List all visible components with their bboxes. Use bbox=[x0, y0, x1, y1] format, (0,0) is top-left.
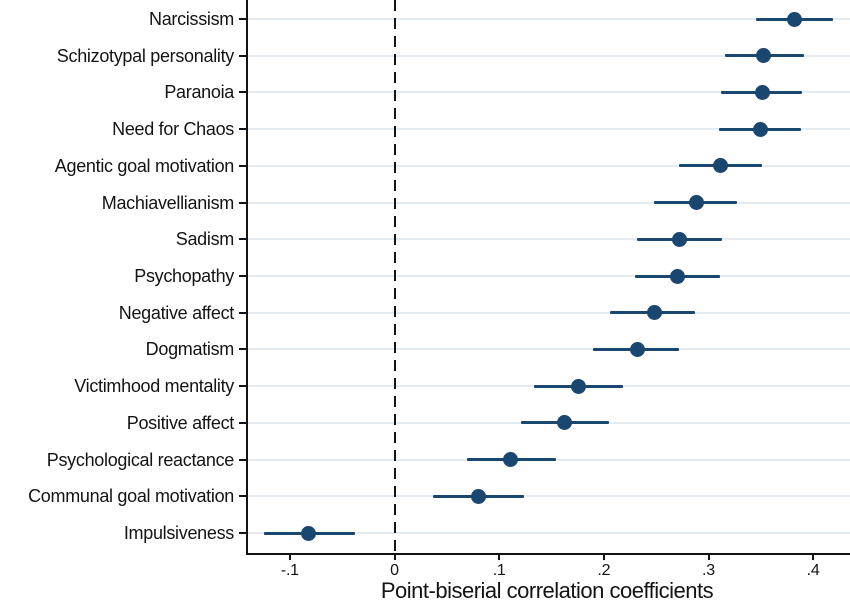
category-gridline bbox=[248, 238, 850, 241]
y-axis-tick bbox=[239, 164, 246, 167]
x-axis-tick-label: .2 bbox=[597, 562, 611, 579]
data-point-dot bbox=[629, 341, 645, 357]
category-label: Machiavellianism bbox=[101, 192, 235, 213]
category-label: Schizotypal personality bbox=[56, 45, 235, 66]
plot-area: -.1 0 .1 .2 .3 .4 bbox=[239, 0, 850, 579]
x-axis-title: Point-biserial correlation coefficients bbox=[380, 578, 714, 603]
x-axis-tick bbox=[393, 553, 396, 560]
data-point-dot bbox=[755, 84, 771, 100]
y-axis-tick bbox=[239, 385, 246, 388]
y-axis-tick bbox=[239, 348, 246, 351]
y-axis-tick bbox=[239, 421, 246, 424]
y-axis-tick bbox=[239, 458, 246, 461]
x-axis-tick bbox=[707, 553, 710, 560]
category-label: Paranoia bbox=[164, 82, 234, 103]
category-gridline bbox=[248, 348, 850, 351]
y-axis-tick bbox=[239, 54, 246, 57]
category-gridline bbox=[248, 18, 850, 20]
category-label: Impulsiveness bbox=[123, 523, 234, 543]
data-point-dot bbox=[669, 268, 685, 284]
data-point-dot bbox=[753, 121, 769, 137]
category-gridline bbox=[248, 532, 850, 534]
category-label: Need for Chaos bbox=[112, 119, 234, 140]
x-axis-tick bbox=[498, 553, 501, 560]
category-gridline bbox=[248, 164, 850, 167]
category-label: Negative affect bbox=[118, 302, 235, 323]
data-point-dot bbox=[503, 452, 519, 468]
category-label: Positive affect bbox=[126, 412, 235, 433]
data-point-dot bbox=[756, 48, 772, 64]
data-point-dot bbox=[646, 305, 662, 321]
x-axis-tick-label: -.1 bbox=[280, 562, 299, 579]
category-gridline bbox=[248, 128, 850, 131]
category-label: Dogmatism bbox=[145, 339, 235, 360]
x-axis-tick bbox=[288, 553, 291, 560]
x-axis-tick bbox=[812, 553, 815, 560]
category-gridline bbox=[248, 91, 850, 94]
category-label: Victimhood mentality bbox=[74, 376, 234, 397]
data-point-dot bbox=[571, 378, 587, 394]
category-gridline bbox=[248, 495, 850, 498]
data-point-dot bbox=[556, 415, 572, 431]
y-axis-tick bbox=[239, 201, 246, 204]
x-axis-tick bbox=[602, 553, 605, 560]
y-axis-tick bbox=[239, 238, 246, 241]
category-label: Sadism bbox=[175, 229, 235, 250]
data-point-dot bbox=[689, 195, 705, 211]
category-gridline bbox=[248, 54, 850, 57]
x-axis-tick-label: .4 bbox=[806, 562, 820, 579]
y-axis-tick bbox=[239, 311, 246, 314]
x-axis-tick-label: 0 bbox=[390, 562, 399, 579]
y-axis-tick bbox=[239, 91, 246, 94]
x-axis-tick-label: .3 bbox=[702, 562, 715, 579]
category-label: Psychopathy bbox=[134, 266, 234, 286]
category-label: Narcissism bbox=[149, 9, 234, 29]
y-axis-tick bbox=[239, 275, 246, 277]
data-point-dot bbox=[470, 488, 486, 504]
category-axis-labels: Narcissism Schizotypal personality Paranoi… bbox=[0, 0, 234, 553]
category-gridline bbox=[248, 275, 850, 277]
x-axis-tick-label: .1 bbox=[492, 562, 506, 579]
y-axis-tick bbox=[239, 18, 246, 20]
category-gridline bbox=[248, 201, 850, 204]
category-label: Communal goal motivation bbox=[28, 486, 234, 507]
y-axis-tick bbox=[239, 128, 246, 131]
category-gridline bbox=[248, 311, 850, 314]
data-point-dot bbox=[671, 231, 687, 247]
y-axis-tick bbox=[239, 532, 246, 534]
y-axis-tick bbox=[239, 495, 246, 498]
data-point-dot bbox=[301, 525, 317, 541]
category-label: Agentic goal motivation bbox=[54, 155, 235, 176]
data-point-dot bbox=[786, 11, 802, 27]
data-point-dot bbox=[712, 158, 728, 174]
category-label: Psychological reactance bbox=[46, 449, 235, 470]
zero-reference-line bbox=[393, 0, 396, 553]
